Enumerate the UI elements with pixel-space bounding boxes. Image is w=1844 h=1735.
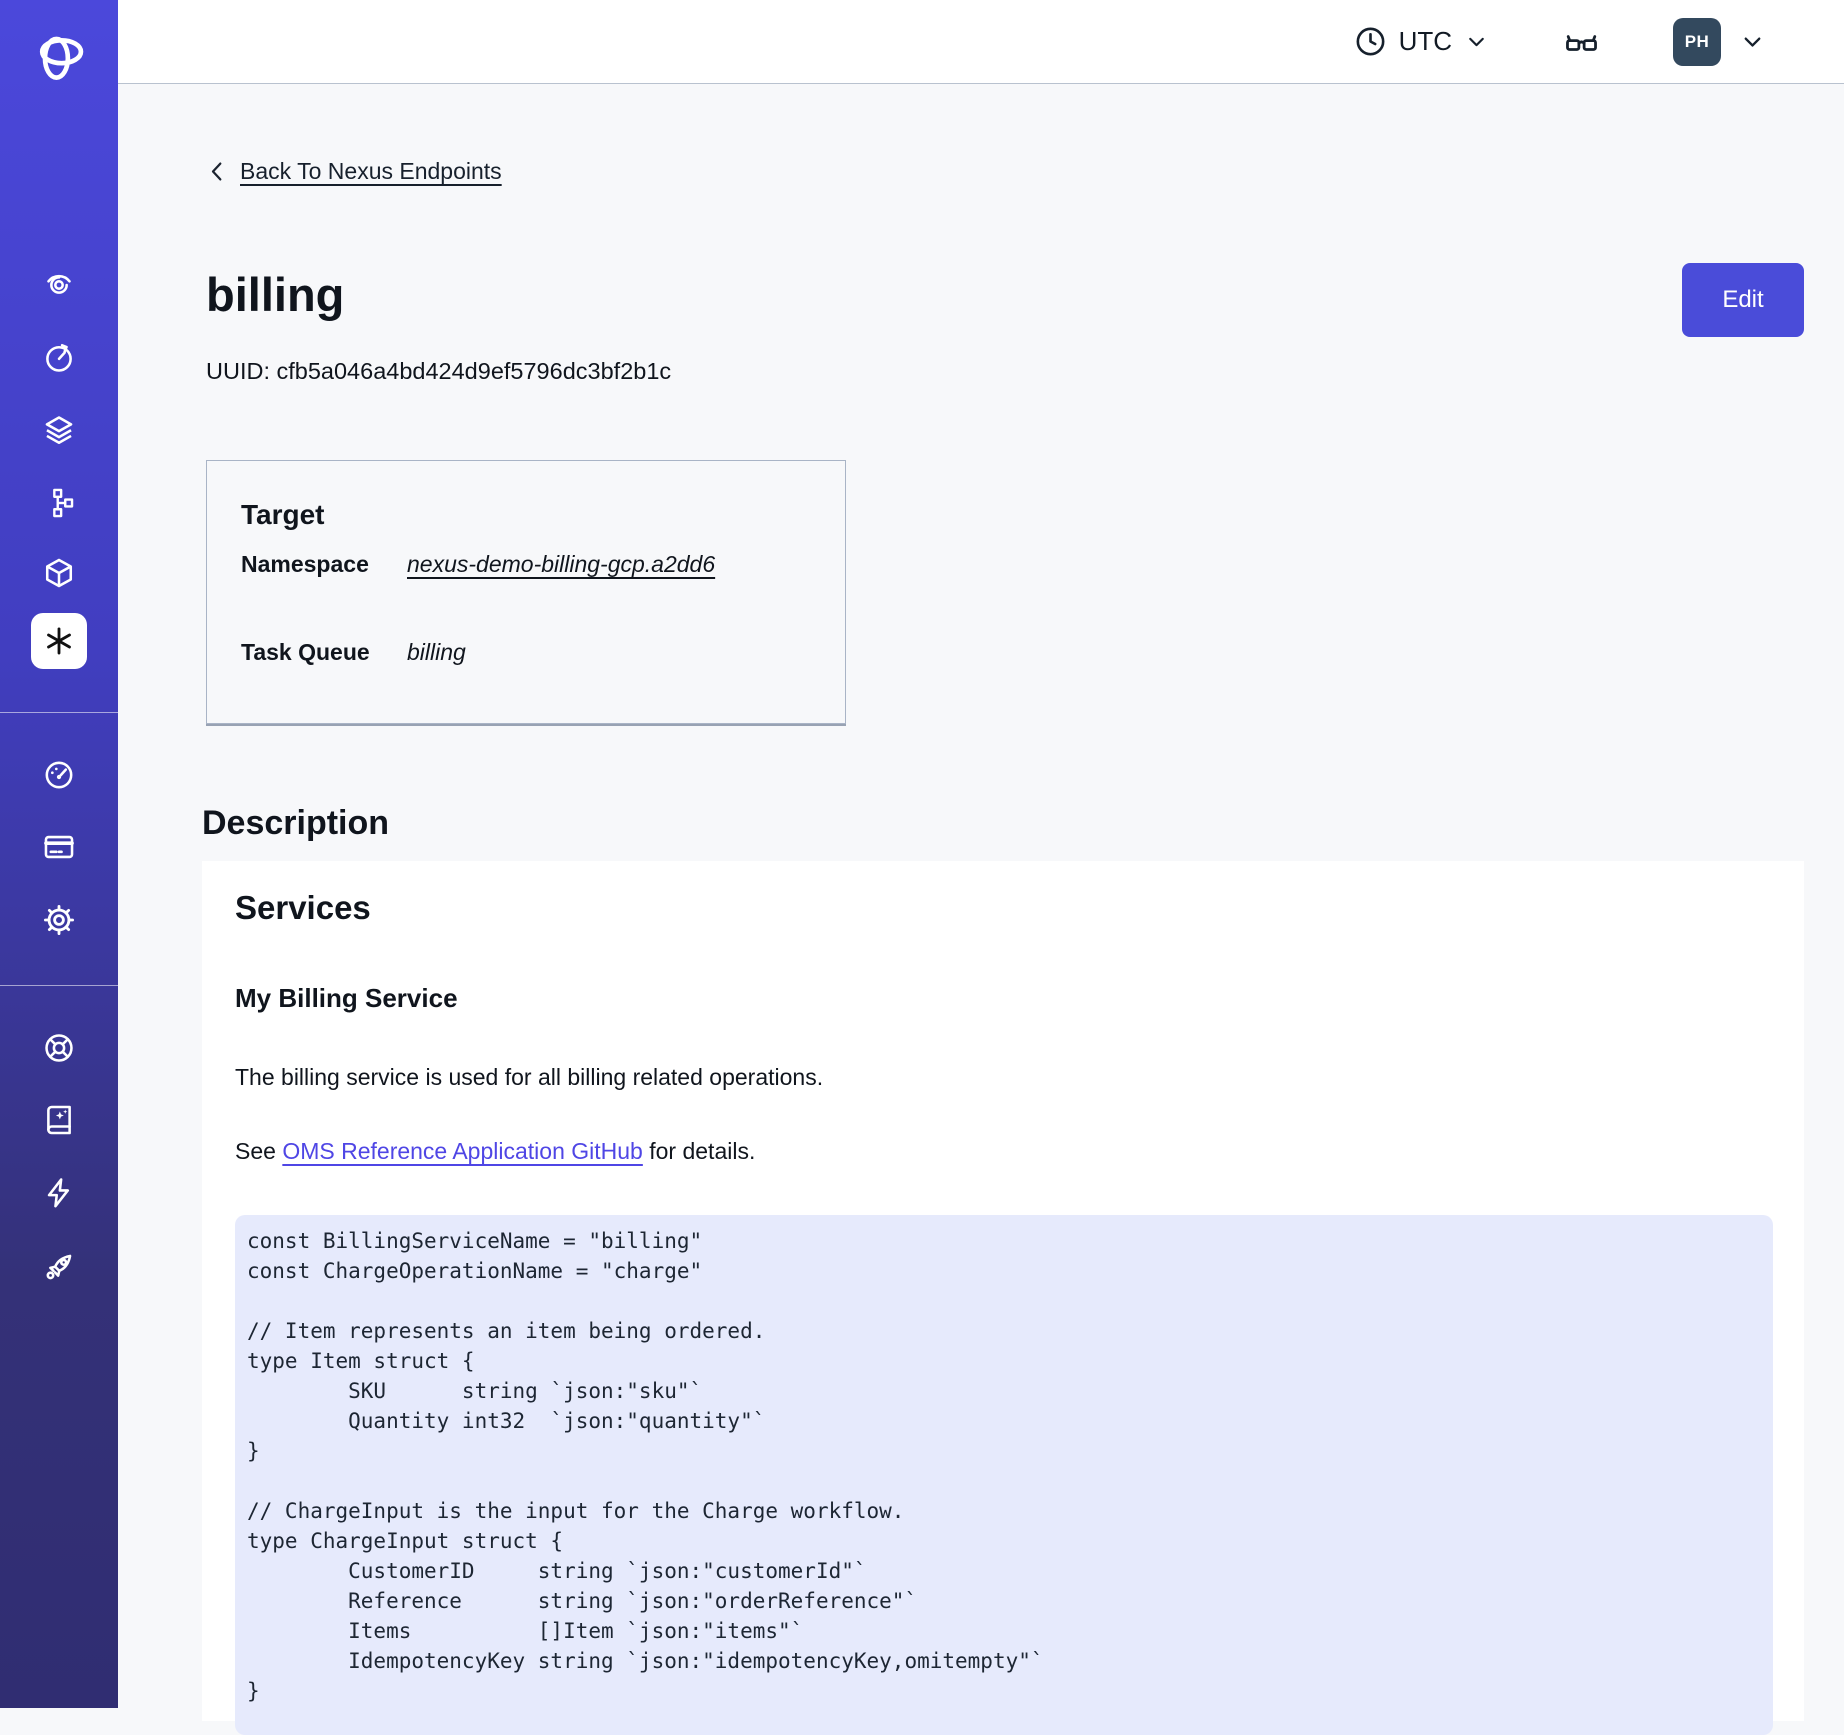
temporal-logo xyxy=(39,36,84,80)
sidebar xyxy=(0,0,118,1708)
services-heading: Services xyxy=(235,889,371,926)
service-description: The billing service is used for all bill… xyxy=(235,1064,824,1090)
sidebar-item-deployments[interactable] xyxy=(0,486,118,520)
usage-gauge-icon xyxy=(45,761,73,789)
target-card: Target Namespace nexus-demo-billing-gcp.… xyxy=(206,460,846,724)
support-lifebuoy-icon xyxy=(45,1034,73,1062)
uuid-text: UUID: cfb5a046a4bd424d9ef5796dc3bf2b1c xyxy=(206,358,672,384)
timezone-label: UTC xyxy=(1398,26,1452,56)
sidebar-item-schedules[interactable] xyxy=(0,341,118,375)
sidebar-item-quickstart[interactable] xyxy=(0,1176,118,1210)
docs-book-icon xyxy=(47,1105,71,1135)
sidebar-item-docs[interactable] xyxy=(0,1103,118,1137)
sidebar-item-nexus-active[interactable] xyxy=(31,613,87,669)
sidebar-item-billing[interactable] xyxy=(0,830,118,864)
user-menu-button[interactable] xyxy=(1739,28,1766,55)
sidebar-divider xyxy=(0,712,118,713)
glasses-icon xyxy=(1566,35,1597,51)
sidebar-item-packages[interactable] xyxy=(0,556,118,590)
task-queue-row: Task Queue billing xyxy=(241,639,821,666)
code-block: const BillingServiceName = "billing" con… xyxy=(235,1215,1773,1735)
settings-gear-icon xyxy=(43,904,75,936)
chevron-left-icon xyxy=(211,162,222,181)
deployments-icon xyxy=(53,488,74,518)
labs-toggle-button[interactable] xyxy=(1563,23,1600,60)
topbar: UTC PH xyxy=(118,0,1844,84)
sidebar-item-usage[interactable] xyxy=(0,758,118,792)
page-title: billing xyxy=(206,268,345,321)
temporal-logo-link[interactable] xyxy=(0,27,118,83)
service-name-heading: My Billing Service xyxy=(235,983,458,1013)
target-card-title: Target xyxy=(241,499,325,530)
chevron-down-icon xyxy=(1744,37,1761,47)
sidebar-item-namespaces[interactable] xyxy=(0,413,118,447)
see-suffix: for details. xyxy=(642,1138,756,1164)
chevron-down-icon xyxy=(1469,37,1484,47)
cube-icon xyxy=(45,558,73,588)
namespace-link[interactable]: nexus-demo-billing-gcp.a2dd6 xyxy=(407,551,716,577)
timezone-selector[interactable]: UTC xyxy=(1354,25,1489,58)
namespace-label: Namespace xyxy=(241,551,369,577)
description-section-title: Description xyxy=(202,804,390,842)
namespaces-icon xyxy=(45,416,73,445)
clock-icon xyxy=(1356,27,1385,56)
sidebar-item-support[interactable] xyxy=(0,1031,118,1065)
edit-button[interactable]: Edit xyxy=(1682,263,1804,337)
back-link[interactable]: Back To Nexus Endpoints xyxy=(204,158,502,185)
nexus-asterisk-icon xyxy=(47,627,71,655)
task-queue-label: Task Queue xyxy=(241,639,370,665)
service-see-line: See OMS Reference Application GitHub for… xyxy=(235,1136,755,1166)
oms-github-link[interactable]: OMS Reference Application GitHub xyxy=(282,1138,643,1164)
avatar-initials: PH xyxy=(1684,31,1710,51)
namespace-row: Namespace nexus-demo-billing-gcp.a2dd6 xyxy=(241,551,821,578)
sidebar-item-workflows[interactable] xyxy=(0,268,118,302)
lightning-bolt-icon xyxy=(47,1178,70,1208)
description-card: Services My Billing Service The billing … xyxy=(202,861,1804,1735)
avatar[interactable]: PH xyxy=(1673,17,1721,66)
sidebar-item-getting-started[interactable] xyxy=(0,1250,118,1284)
task-queue-value: billing xyxy=(407,639,466,665)
schedules-icon xyxy=(46,343,72,372)
see-prefix: See xyxy=(235,1138,283,1164)
rocket-icon xyxy=(46,1254,72,1280)
main-content: Back To Nexus Endpoints billing UUID: cf… xyxy=(118,84,1844,1735)
workflows-icon xyxy=(47,274,71,294)
sidebar-item-settings[interactable] xyxy=(0,903,118,937)
sidebar-divider xyxy=(0,985,118,986)
billing-card-icon xyxy=(44,835,74,859)
back-link-label: Back To Nexus Endpoints xyxy=(240,158,502,184)
code-content: const BillingServiceName = "billing" con… xyxy=(247,1229,1044,1703)
